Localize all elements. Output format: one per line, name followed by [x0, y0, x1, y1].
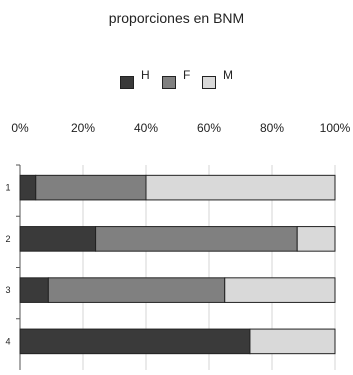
chart-title: proporciones en BNM — [108, 10, 245, 26]
y-tick-label: 3 — [5, 285, 10, 295]
x-tick-label: 0% — [11, 121, 29, 135]
legend-label-f: F — [183, 68, 191, 82]
x-tick-label: 100% — [320, 121, 351, 135]
bar-segment-m-4 — [249, 328, 336, 355]
x-tick-label: 80% — [260, 121, 284, 135]
bar-segment-h-3 — [19, 277, 49, 303]
y-tick-label: 2 — [5, 234, 10, 244]
bar-segment-h-2 — [19, 226, 97, 252]
bar-segment-h-4 — [19, 328, 251, 355]
y-tick-label: 4 — [5, 336, 10, 346]
y-tick-label: 1 — [5, 183, 10, 193]
legend-label-h: H — [141, 68, 150, 82]
bar-segment-f-2 — [95, 226, 298, 252]
bar-segment-m-2 — [296, 226, 336, 252]
legend-label-m: M — [223, 68, 233, 82]
bar-segment-f-3 — [47, 277, 226, 303]
bar-segment-m-1 — [145, 174, 336, 201]
x-tick-label: 40% — [134, 121, 158, 135]
bar-segment-m-3 — [224, 277, 336, 303]
bar-segment-h-1 — [19, 174, 37, 201]
legend: H F M — [0, 68, 353, 92]
x-tick-label: 60% — [197, 121, 221, 135]
bar-segment-f-1 — [35, 174, 147, 201]
legend-swatch-f — [162, 76, 176, 89]
x-tick-label: 20% — [71, 121, 95, 135]
legend-swatch-m — [202, 76, 216, 89]
legend-swatch-h — [120, 76, 134, 89]
